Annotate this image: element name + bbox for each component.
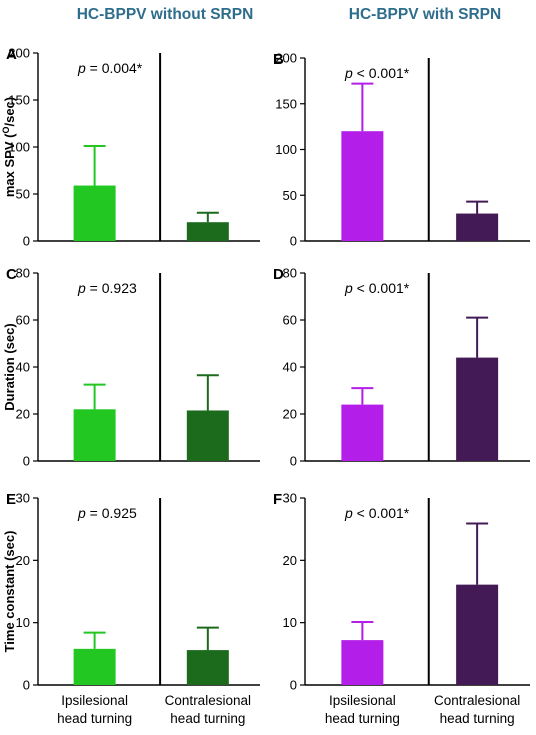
y-tick-label: 30	[283, 491, 297, 506]
bar	[73, 409, 116, 461]
y-tick-label: 100	[8, 140, 30, 155]
bar	[73, 185, 116, 241]
p-symbol: p	[344, 65, 353, 81]
y-axis-label-main: max SPV (	[2, 133, 17, 197]
y-axis-label: Duration (sec)	[2, 323, 17, 410]
panel-letter: F	[273, 491, 282, 508]
x-category-label: Contralesional	[165, 693, 251, 708]
p-symbol: p	[77, 280, 86, 296]
y-tick-label: 0	[23, 678, 30, 693]
y-tick-label: 40	[283, 360, 297, 375]
y-axis-label-unit: /sec)	[2, 97, 17, 127]
p-value-annotation: p = 0.925	[77, 505, 137, 521]
y-tick-label: 20	[16, 407, 30, 422]
p-symbol: p	[77, 505, 86, 521]
bar	[341, 131, 384, 241]
bar	[456, 213, 499, 241]
p-value-text: = 0.923	[86, 280, 137, 296]
bar	[456, 584, 499, 685]
y-tick-label: 80	[283, 266, 297, 281]
y-tick-label: 10	[16, 615, 30, 630]
p-value-annotation: p < 0.001*	[344, 505, 410, 521]
bar	[186, 222, 229, 241]
y-tick-label: 0	[290, 234, 297, 249]
bar	[186, 410, 229, 461]
x-category-label: Ipsilesional	[329, 693, 396, 708]
y-tick-label: 0	[290, 454, 297, 469]
p-value-annotation: p = 0.004*	[77, 60, 143, 76]
y-tick-label: 20	[16, 553, 30, 568]
x-category-label: head turning	[440, 711, 515, 726]
bar	[186, 650, 229, 685]
bar	[341, 640, 384, 685]
y-tick-label: 20	[283, 407, 297, 422]
y-tick-label: 50	[16, 187, 30, 202]
y-tick-label: 100	[275, 142, 297, 157]
p-value-text: < 0.001*	[353, 505, 410, 521]
bar	[341, 404, 384, 461]
p-value-text: < 0.001*	[353, 280, 410, 296]
x-category-label: Ipsilesional	[61, 693, 128, 708]
panel-letter: E	[6, 491, 16, 508]
y-tick-label: 0	[23, 454, 30, 469]
x-category-label: Contralesional	[434, 693, 520, 708]
column-title-right: HC-BPPV with SRPN	[348, 6, 502, 23]
y-tick-label: 150	[275, 96, 297, 111]
bar	[73, 648, 116, 685]
p-symbol: p	[77, 60, 86, 76]
p-value-annotation: p = 0.923	[77, 280, 137, 296]
p-value-annotation: p < 0.001*	[344, 280, 410, 296]
p-value-text: < 0.001*	[353, 65, 410, 81]
p-value-annotation: p < 0.001*	[344, 65, 410, 81]
bar	[456, 357, 499, 461]
panel-letter: C	[6, 266, 17, 283]
x-category-label: head turning	[325, 711, 400, 726]
p-symbol: p	[344, 280, 353, 296]
y-tick-label: 50	[283, 188, 297, 203]
y-tick-label: 200	[275, 51, 297, 66]
y-tick-label: 200	[8, 46, 30, 61]
y-tick-label: 0	[290, 678, 297, 693]
p-value-text: = 0.925	[86, 505, 137, 521]
y-tick-label: 40	[16, 360, 30, 375]
y-tick-label: 150	[8, 93, 30, 108]
p-symbol: p	[344, 505, 353, 521]
panel-letter: A	[6, 46, 17, 63]
x-category-label: head turning	[57, 711, 132, 726]
y-tick-label: 0	[23, 234, 30, 249]
panel-letter: D	[273, 266, 284, 283]
panel-letter: B	[273, 51, 284, 68]
y-tick-label: 60	[16, 313, 30, 328]
y-tick-label: 60	[283, 313, 297, 328]
y-tick-label: 80	[16, 266, 30, 281]
y-tick-label: 10	[283, 615, 297, 630]
column-title-left: HC-BPPV without SRPN	[76, 6, 254, 23]
p-value-text: = 0.004*	[86, 60, 143, 76]
y-tick-label: 20	[283, 553, 297, 568]
y-axis-label: Time constant (sec)	[2, 531, 17, 653]
y-tick-label: 30	[16, 491, 30, 506]
x-category-label: head turning	[170, 711, 245, 726]
degree-superscript: O	[1, 127, 11, 134]
y-axis-label: max SPV (O/sec)	[1, 97, 17, 197]
